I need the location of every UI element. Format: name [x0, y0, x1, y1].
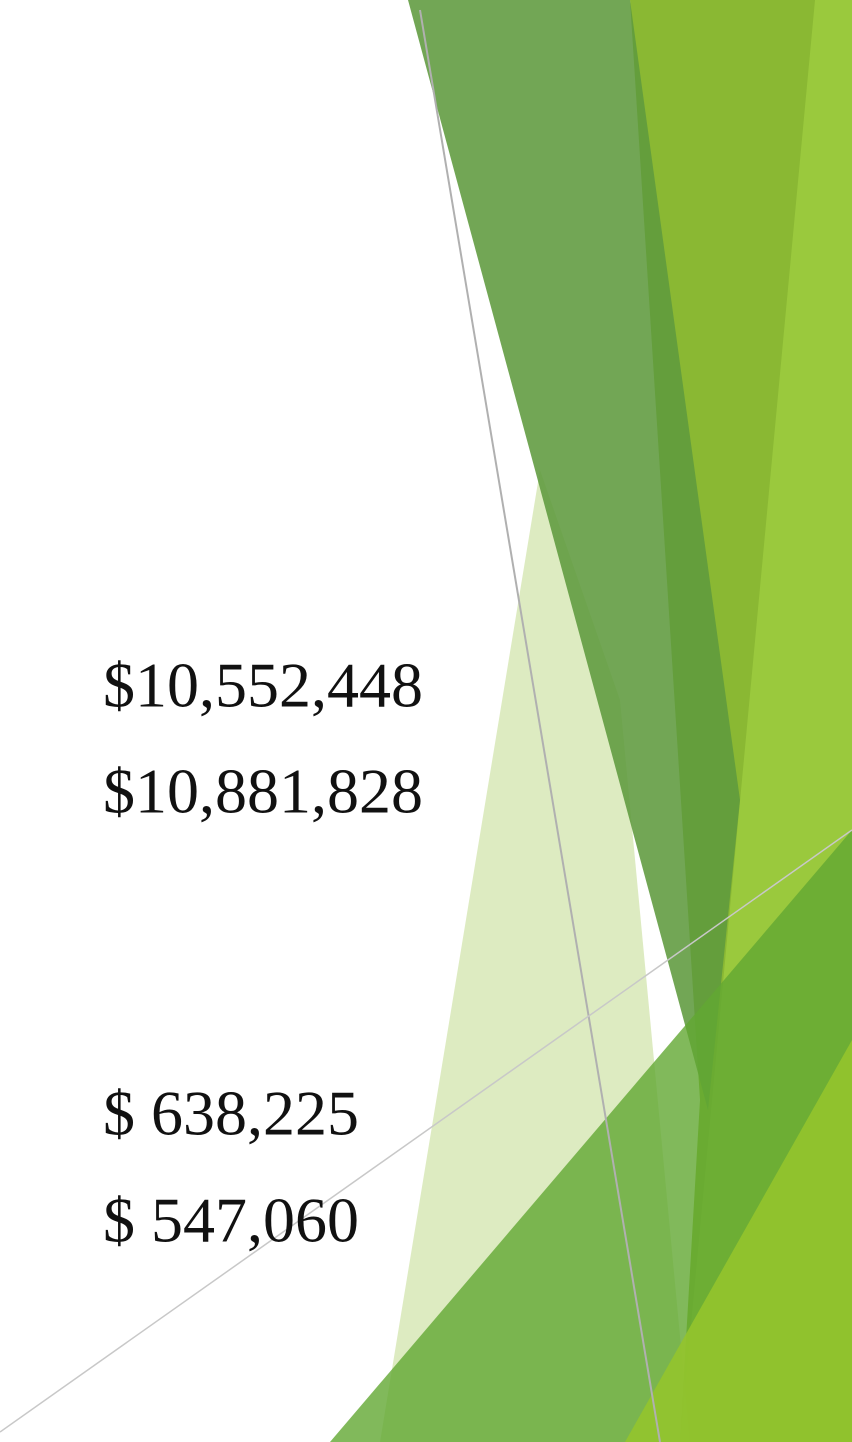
- dark-green-wedge: [408, 0, 740, 1110]
- amount: $10,881,828: [103, 756, 423, 827]
- bottom-lime-triangle: [625, 1040, 852, 1442]
- amount: $ 638,225: [103, 1078, 359, 1149]
- thin-line: [0, 829, 852, 1433]
- amount: $ 547,060: [103, 1185, 359, 1256]
- thin-line: [419, 9, 661, 1442]
- amount: $10,552,448: [103, 650, 423, 721]
